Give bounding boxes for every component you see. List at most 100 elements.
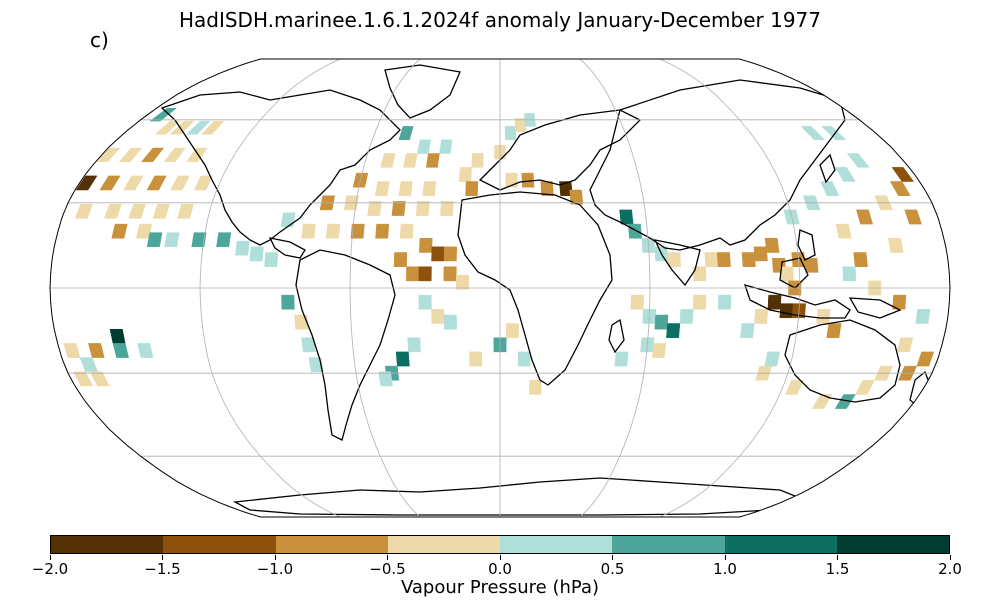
colorbar-tick-mark [724, 555, 726, 560]
grid-cell [834, 394, 856, 409]
meridian-line [579, 59, 651, 517]
grid-cell [111, 223, 128, 239]
grid-cell [915, 309, 931, 324]
grid-cell [753, 246, 768, 262]
grid-cell [403, 153, 418, 168]
grid-cell [651, 343, 667, 358]
grid-cell [431, 246, 445, 262]
grid-cell [378, 371, 393, 387]
grid-cell [419, 238, 433, 253]
coastline-antarctica [232, 477, 802, 516]
colorbar-segment [724, 536, 837, 553]
grid-cell [619, 209, 634, 225]
grid-cell [471, 153, 484, 168]
grid-cell [393, 252, 408, 267]
colorbar-tick-label: −0.5 [369, 560, 406, 578]
grid-cell [75, 175, 98, 191]
grid-cell [416, 139, 432, 154]
grid-cell [614, 351, 629, 367]
grid-cell [280, 212, 296, 228]
grid-cell [152, 203, 170, 219]
grid-cell [169, 120, 195, 135]
grid-cell [826, 323, 842, 338]
coastline-india [653, 239, 701, 287]
grid-cell [96, 147, 121, 163]
grid-cell [842, 266, 857, 282]
grid-cell [854, 380, 876, 395]
coastline-australia [784, 319, 901, 403]
colorbar-label: Vapour Pressure (hPa) [400, 577, 600, 598]
grid-cell [888, 238, 904, 253]
grid-cell [431, 309, 445, 324]
colorbar-segment [387, 536, 500, 553]
grid-cell [122, 175, 144, 191]
grid-cell [667, 252, 681, 267]
grid-cell [628, 223, 643, 239]
grid-cell [904, 209, 922, 225]
grid-cell [374, 181, 390, 196]
grid-cell [439, 139, 453, 154]
map-outline [49, 58, 951, 518]
grid-cell [804, 257, 819, 273]
coastline-greenland [384, 64, 461, 119]
grid-cell [163, 147, 186, 163]
grid-cell [679, 309, 694, 324]
grid-cell [193, 175, 213, 191]
grid-cell [514, 118, 527, 132]
grid-cell [440, 201, 454, 216]
grid-cell [395, 351, 410, 367]
grid-cell [79, 357, 98, 373]
grid-cell [741, 252, 756, 267]
grid-cell [443, 266, 457, 282]
colorbar-tick-mark [837, 555, 838, 560]
grid-cell [779, 303, 794, 319]
meridian-line [199, 59, 341, 517]
grid-cell [301, 337, 316, 353]
colorbar-tick-mark [949, 555, 951, 560]
coastlines [160, 64, 933, 516]
grid-cell [103, 203, 122, 219]
grid-cell [398, 181, 413, 196]
grid-cell [716, 252, 731, 267]
grid-cell [406, 266, 420, 282]
grid-cell [200, 120, 225, 135]
grid-cell [118, 147, 143, 163]
grid-cell [820, 181, 840, 196]
grid-cell [186, 147, 208, 163]
graticule [50, 59, 950, 517]
grid-cell [249, 246, 264, 262]
coastline-new-guinea [848, 297, 902, 319]
grid-cell [72, 371, 94, 387]
grid-cell [191, 232, 207, 248]
grid-cell [834, 167, 856, 182]
grid-cell [569, 189, 584, 205]
grid-cell [380, 153, 396, 168]
grid-cell [112, 343, 130, 358]
grid-cell [521, 172, 535, 188]
coastline-europe [478, 109, 642, 191]
grid-cell [63, 343, 81, 358]
grid-cell [398, 126, 414, 141]
colorbar-tick-mark [274, 555, 276, 560]
meridian-line [659, 59, 801, 517]
grid-cell [692, 266, 707, 282]
grid-cell [856, 209, 874, 225]
colorbar-tick-label: −2.0 [31, 560, 69, 578]
coastline-africa [457, 191, 613, 386]
grid-cell [128, 203, 146, 219]
grid-cell [74, 203, 93, 219]
colorbar-tick-label: 0.0 [488, 560, 512, 578]
grid-cell [177, 203, 194, 219]
grid-cell [149, 108, 178, 122]
colorbar-tick-mark [387, 555, 388, 560]
grid-cell [415, 201, 430, 216]
grid-cell [325, 223, 341, 239]
grid-cell [88, 343, 105, 358]
coastline-north-america [160, 89, 401, 246]
grid-cell [164, 232, 180, 248]
grid-cell [666, 323, 681, 338]
grid-cell [892, 294, 907, 310]
grid-cell [170, 175, 190, 191]
grid-cell [528, 380, 542, 395]
grid-cell [281, 294, 295, 310]
